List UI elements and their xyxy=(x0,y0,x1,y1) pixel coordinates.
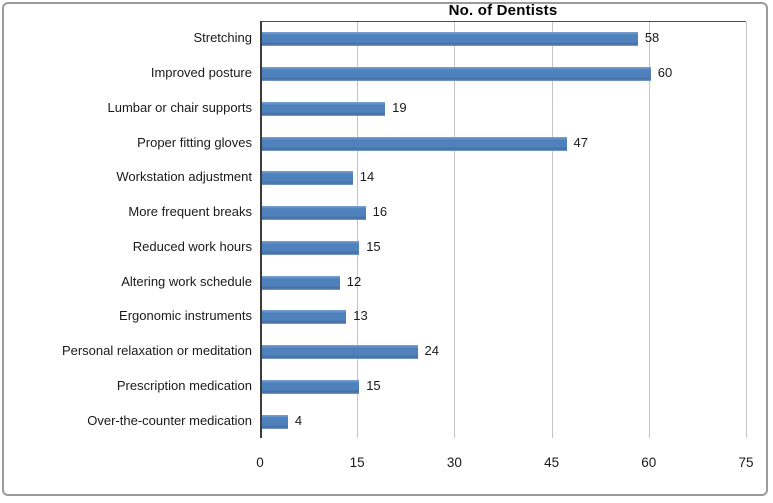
category-label-over-the-counter-medication: Over-the-counter medication xyxy=(87,412,252,428)
bar-lumbar-or-chair-supports xyxy=(262,101,386,116)
plot-area xyxy=(260,21,747,438)
category-label-stretching: Stretching xyxy=(193,30,252,46)
data-label-improved-posture: 60 xyxy=(657,65,673,81)
data-label-lumbar-or-chair-supports: 19 xyxy=(392,99,407,115)
category-label-workstation-adjustment: Workstation adjustment xyxy=(116,169,252,185)
x-tick-label-30: 30 xyxy=(446,455,462,470)
x-tick-label-75: 75 xyxy=(738,455,754,470)
data-label-ergonomic-instruments: 13 xyxy=(353,308,368,324)
x-tick-label-60: 60 xyxy=(641,455,657,470)
bar-proper-fitting-gloves xyxy=(262,136,567,151)
category-label-proper-fitting-gloves: Proper fitting gloves xyxy=(137,134,252,150)
data-label-workstation-adjustment: 14 xyxy=(359,169,375,185)
data-label-personal-relaxation-or-meditation: 24 xyxy=(424,343,439,359)
category-label-more-frequent-breaks: More frequent breaks xyxy=(128,204,252,220)
category-label-reduced-work-hours: Reduced work hours xyxy=(132,238,252,254)
bar-altering-work-schedule xyxy=(262,275,340,290)
category-label-altering-work-schedule: Altering work schedule xyxy=(121,273,252,289)
gridline-75 xyxy=(746,22,747,438)
data-label-proper-fitting-gloves: 47 xyxy=(573,134,589,150)
category-label-personal-relaxation-or-meditation: Personal relaxation or meditation xyxy=(61,343,252,359)
bar-ergonomic-instruments xyxy=(262,310,347,325)
gridline-45 xyxy=(551,22,553,438)
x-tick-label-45: 45 xyxy=(544,455,560,470)
data-label-prescription-medication: 15 xyxy=(366,377,381,393)
data-label-more-frequent-breaks: 16 xyxy=(372,204,388,220)
data-label-stretching: 58 xyxy=(644,30,660,46)
category-label-prescription-medication: Prescription medication xyxy=(116,377,252,393)
bar-more-frequent-breaks xyxy=(262,206,366,221)
category-label-improved-posture: Improved posture xyxy=(150,65,252,81)
bar-improved-posture xyxy=(262,67,651,82)
chart-title: No. of Dentists xyxy=(448,2,558,19)
x-tick-label-15: 15 xyxy=(349,455,365,470)
category-label-lumbar-or-chair-supports: Lumbar or chair supports xyxy=(107,99,252,115)
bar-stretching xyxy=(262,32,638,47)
bar-prescription-medication xyxy=(262,379,360,394)
gridline-30 xyxy=(454,22,456,438)
bar-reduced-work-hours xyxy=(262,240,360,255)
data-label-over-the-counter-medication: 4 xyxy=(294,412,303,428)
bar-workstation-adjustment xyxy=(262,171,353,186)
x-tick-label-0: 0 xyxy=(256,455,264,470)
gridline-15 xyxy=(357,22,359,438)
chart-outer-border xyxy=(2,2,768,496)
bar-personal-relaxation-or-meditation xyxy=(262,345,418,360)
data-label-reduced-work-hours: 15 xyxy=(366,238,381,254)
category-label-ergonomic-instruments: Ergonomic instruments xyxy=(119,308,252,324)
bar-over-the-counter-medication xyxy=(262,414,288,429)
gridline-60 xyxy=(648,22,650,438)
data-label-altering-work-schedule: 12 xyxy=(346,273,362,289)
